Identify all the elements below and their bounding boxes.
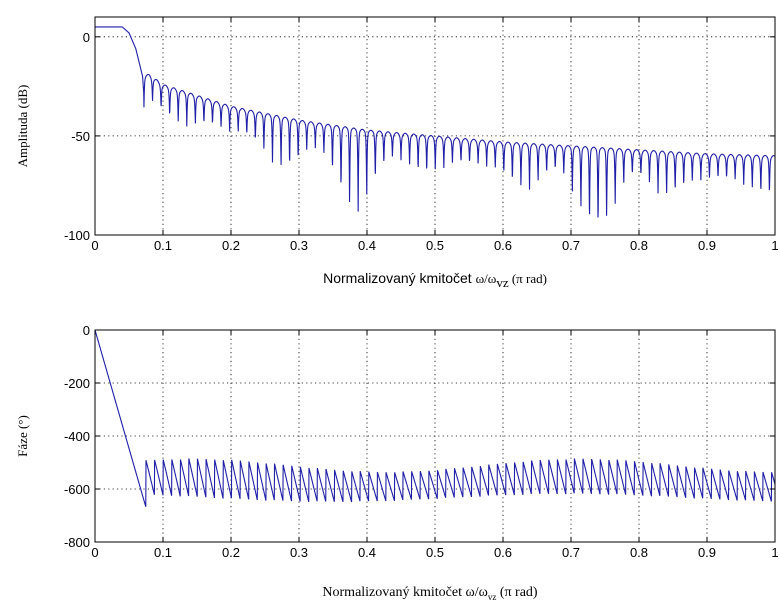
y-tick-label: -50 xyxy=(71,129,90,144)
phase-y-label: Fáze (°) xyxy=(15,415,30,457)
x-tick-label: 0.8 xyxy=(630,238,648,253)
phase-plot: 0 0.1 0.2 0.3 0.4 0.5 0.6 0.7 0.8 0.9 1 0 -200 -400 -6… xyxy=(15,323,779,602)
x-tick-label: 0.2 xyxy=(222,238,240,253)
x-tick-label: 0.6 xyxy=(494,545,512,560)
y-tick-label: -200 xyxy=(64,376,90,391)
x-tick-label: 0.7 xyxy=(562,545,580,560)
phase-ticks: 0 0.1 0.2 0.3 0.4 0.5 0.6 0.7 0.8 0.9 1 0 -200 -400 -6… xyxy=(64,323,779,560)
x-tick-label: 0.2 xyxy=(222,545,240,560)
x-tick-label: 0.9 xyxy=(698,545,716,560)
x-tick-label: 1 xyxy=(771,238,778,253)
x-tick-label: 0.6 xyxy=(494,238,512,253)
x-tick-label: 1 xyxy=(771,545,778,560)
x-tick-label: 0 xyxy=(91,238,98,253)
y-tick-label: -400 xyxy=(64,429,90,444)
amplitude-grid xyxy=(95,17,775,235)
x-tick-label: 0.8 xyxy=(630,545,648,560)
y-tick-label: -800 xyxy=(64,535,90,550)
y-tick-label: -100 xyxy=(64,228,90,243)
amplitude-series-line xyxy=(95,26,776,218)
x-tick-label: 0.3 xyxy=(290,238,308,253)
y-tick-label: -600 xyxy=(64,482,90,497)
x-tick-label: 0 xyxy=(91,545,98,560)
x-tick-label: 0.5 xyxy=(426,545,444,560)
phase-series-line xyxy=(94,329,776,507)
amplitude-ticks: 0 0.1 0.2 0.3 0.4 0.5 0.6 0.7 0.8 0.9 1 0 -50 -100 xyxy=(64,17,779,253)
x-tick-label: 0.3 xyxy=(290,545,308,560)
x-tick-label: 0.4 xyxy=(358,238,376,253)
x-tick-label: 0.7 xyxy=(562,238,580,253)
y-tick-label: 0 xyxy=(83,323,90,338)
phase-grid xyxy=(95,330,775,542)
amplitude-y-label: Amplituda (dB) xyxy=(15,85,30,168)
x-tick-label: 0.1 xyxy=(154,545,172,560)
y-tick-label: 0 xyxy=(83,30,90,45)
x-tick-label: 0.1 xyxy=(154,238,172,253)
amplitude-plot: 0 0.1 0.2 0.3 0.4 0.5 0.6 0.7 0.8 0.9 1 0 -50 -100 Am… xyxy=(15,16,779,290)
x-tick-label: 0.9 xyxy=(698,238,716,253)
x-tick-label: 0.5 xyxy=(426,238,444,253)
amplitude-x-label: Normalizovaný kmitočet ω/ωvz (π rad) xyxy=(323,270,547,290)
x-tick-label: 0.4 xyxy=(358,545,376,560)
phase-x-label: Normalizovaný kmitočet ω/ωvz (π rad) xyxy=(322,585,538,602)
